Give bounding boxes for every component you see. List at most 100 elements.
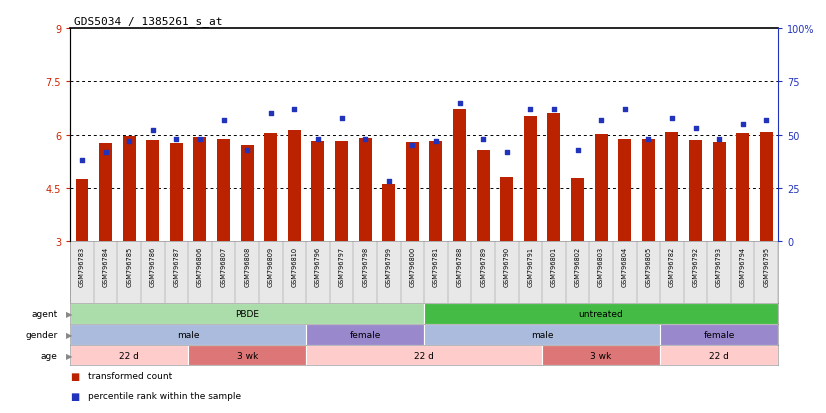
- Point: [713, 136, 726, 143]
- Text: male: male: [177, 330, 199, 339]
- Point: [453, 100, 466, 107]
- Text: GSM796784: GSM796784: [102, 247, 108, 287]
- Text: GSM796800: GSM796800: [410, 247, 415, 287]
- Text: female: female: [704, 330, 735, 339]
- Text: GDS5034 / 1385261_s_at: GDS5034 / 1385261_s_at: [74, 17, 223, 27]
- Text: gender: gender: [26, 330, 58, 339]
- Point: [75, 157, 88, 164]
- Point: [335, 115, 349, 121]
- Bar: [548, 113, 560, 242]
- Text: GSM796801: GSM796801: [551, 247, 557, 287]
- Text: GSM796799: GSM796799: [386, 247, 392, 287]
- Bar: [170, 144, 183, 242]
- Text: GSM796785: GSM796785: [126, 247, 132, 287]
- Text: GSM796805: GSM796805: [645, 247, 652, 287]
- Text: GSM796782: GSM796782: [669, 247, 675, 287]
- Text: GSM796795: GSM796795: [763, 247, 769, 287]
- Bar: [70, 324, 306, 345]
- Text: GSM796783: GSM796783: [79, 247, 85, 287]
- Text: GSM796790: GSM796790: [504, 247, 510, 287]
- Text: GSM796810: GSM796810: [292, 247, 297, 287]
- Bar: [425, 324, 660, 345]
- Bar: [75, 180, 88, 242]
- Bar: [70, 345, 188, 366]
- Text: GSM796798: GSM796798: [362, 247, 368, 287]
- Bar: [660, 324, 778, 345]
- Bar: [571, 178, 584, 242]
- Bar: [99, 144, 112, 242]
- Text: GSM796781: GSM796781: [433, 247, 439, 287]
- Bar: [524, 117, 537, 242]
- Bar: [453, 110, 466, 242]
- Bar: [264, 133, 278, 242]
- Point: [571, 147, 584, 154]
- Bar: [666, 133, 678, 242]
- Text: 3 wk: 3 wk: [236, 351, 258, 360]
- Point: [595, 117, 608, 123]
- Bar: [311, 142, 325, 242]
- Text: untreated: untreated: [579, 309, 624, 318]
- Text: 22 d: 22 d: [414, 351, 434, 360]
- Text: GSM796792: GSM796792: [692, 247, 699, 287]
- Text: GSM796794: GSM796794: [740, 247, 746, 287]
- Text: GSM796791: GSM796791: [527, 247, 534, 287]
- Text: agent: agent: [31, 309, 58, 318]
- Bar: [642, 140, 655, 242]
- Text: percentile rank within the sample: percentile rank within the sample: [88, 391, 241, 400]
- Text: ▶: ▶: [66, 330, 73, 339]
- Point: [146, 128, 159, 134]
- Text: male: male: [531, 330, 553, 339]
- Text: GSM796797: GSM796797: [339, 247, 344, 287]
- Point: [642, 136, 655, 143]
- Text: GSM796809: GSM796809: [268, 247, 273, 287]
- Text: GSM796802: GSM796802: [575, 247, 581, 287]
- Bar: [736, 133, 749, 242]
- Bar: [306, 324, 425, 345]
- Bar: [406, 143, 419, 242]
- Text: transformed count: transformed count: [88, 371, 173, 380]
- Text: ▶: ▶: [66, 309, 73, 318]
- Point: [193, 136, 206, 143]
- Bar: [288, 131, 301, 242]
- Bar: [358, 139, 372, 242]
- Bar: [425, 304, 778, 324]
- Bar: [188, 345, 306, 366]
- Bar: [335, 142, 348, 242]
- Point: [287, 107, 301, 113]
- Bar: [382, 184, 396, 242]
- Point: [665, 115, 678, 121]
- Text: GSM796787: GSM796787: [173, 247, 179, 287]
- Text: GSM796786: GSM796786: [150, 247, 156, 287]
- Text: GSM796808: GSM796808: [244, 247, 250, 287]
- Text: 22 d: 22 d: [119, 351, 139, 360]
- Bar: [217, 140, 230, 242]
- Point: [122, 138, 135, 145]
- Text: ■: ■: [70, 391, 79, 401]
- Text: GSM796796: GSM796796: [315, 247, 321, 287]
- Text: GSM796807: GSM796807: [221, 247, 226, 287]
- Text: age: age: [41, 351, 58, 360]
- Point: [311, 136, 325, 143]
- Point: [406, 142, 419, 149]
- Point: [618, 107, 631, 113]
- Point: [217, 117, 230, 123]
- Text: GSM796803: GSM796803: [598, 247, 604, 287]
- Point: [500, 149, 513, 156]
- Bar: [240, 145, 254, 242]
- Bar: [660, 345, 778, 366]
- Bar: [618, 140, 631, 242]
- Point: [240, 147, 254, 154]
- Text: ▶: ▶: [66, 351, 73, 360]
- Point: [689, 126, 702, 132]
- Text: PBDE: PBDE: [235, 309, 259, 318]
- Point: [477, 136, 490, 143]
- Point: [382, 179, 396, 185]
- Bar: [713, 143, 725, 242]
- Text: GSM796789: GSM796789: [480, 247, 487, 287]
- Point: [170, 136, 183, 143]
- Bar: [501, 177, 513, 242]
- Text: GSM796804: GSM796804: [622, 247, 628, 287]
- Text: ■: ■: [70, 371, 79, 381]
- Bar: [70, 304, 425, 324]
- Bar: [542, 345, 660, 366]
